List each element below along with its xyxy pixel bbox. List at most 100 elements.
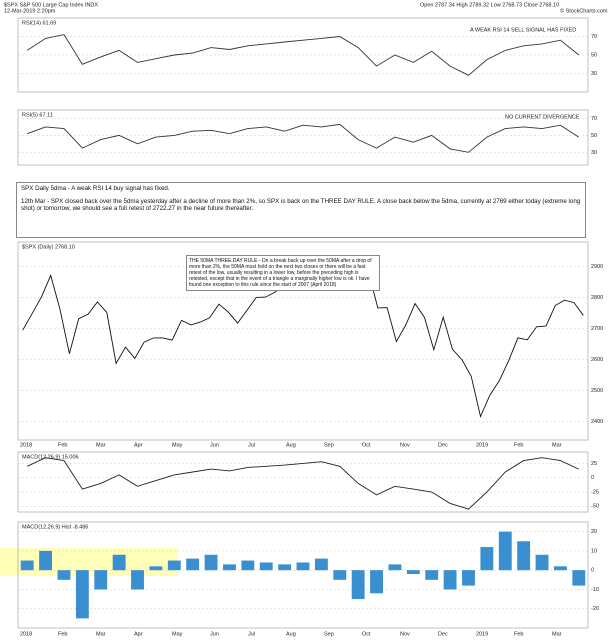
y-tick-label: 2900 xyxy=(591,264,603,270)
x-tick-label: 2018 xyxy=(20,631,32,637)
source: © StockCharts.com xyxy=(560,7,608,14)
bar xyxy=(425,570,439,580)
series-line xyxy=(26,34,580,76)
x-tick-label: Dec xyxy=(438,631,448,637)
bar xyxy=(498,531,512,571)
bar xyxy=(443,570,457,590)
y-tick-label: -10 xyxy=(591,587,599,593)
panel-frame xyxy=(17,451,589,513)
x-tick-label: Mar xyxy=(96,631,106,637)
comment-title: SPX Daily 5dma - A weak RSI 14 buy signa… xyxy=(21,185,170,192)
y-tick-label: 0 xyxy=(591,475,594,481)
bar xyxy=(39,550,53,571)
y-tick-label: 70 xyxy=(591,116,597,122)
bar xyxy=(94,570,108,590)
y-tick-label: 20 xyxy=(591,529,597,535)
x-tick-label: Nov xyxy=(400,631,410,637)
x-tick-label: Jul xyxy=(248,631,255,637)
y-tick-label: 30 xyxy=(591,71,597,77)
x-tick-label: Feb xyxy=(514,442,523,448)
panel-label: RSI(14) 61.69 xyxy=(22,20,56,26)
bar xyxy=(517,541,531,571)
bar xyxy=(186,558,200,571)
y-tick-label: 2600 xyxy=(591,357,603,363)
bar xyxy=(57,570,71,580)
panel-frame xyxy=(17,521,589,629)
y-tick-label: 2800 xyxy=(591,295,603,301)
x-tick-label: Feb xyxy=(58,631,67,637)
series-line xyxy=(27,123,580,153)
x-tick-label: May xyxy=(172,631,183,637)
bar xyxy=(314,558,328,571)
x-tick-label: Sep xyxy=(324,442,334,448)
x-tick-label: Jun xyxy=(210,442,219,448)
y-tick-label: 50 xyxy=(591,52,597,58)
rule-box: THE 50MA THREE DAY RULE - On a break bac… xyxy=(186,255,380,291)
annotation: A WEAK RSI 14 SELL SIGNAL HAS FIXED xyxy=(470,27,576,33)
bar xyxy=(167,560,181,571)
bar xyxy=(370,570,383,594)
bar xyxy=(480,547,494,571)
x-tick-label: May xyxy=(172,442,183,448)
x-tick-label: Mar xyxy=(96,442,106,448)
panel-frame xyxy=(17,109,589,166)
x-tick-label: Mar xyxy=(552,631,562,637)
x-tick-label: Feb xyxy=(58,442,67,448)
bar xyxy=(333,570,347,580)
x-tick-label: Sep xyxy=(324,631,334,637)
symbol: $SPX S&P 500 Large Cap Index INDX xyxy=(4,2,98,8)
y-tick-label: 2700 xyxy=(591,326,603,332)
x-tick-label: Oct xyxy=(362,442,371,448)
bar xyxy=(278,564,292,571)
annotation: NO CURRENT DIVERGENCE xyxy=(505,114,580,120)
comment-body: 12th Mar - SPX closed back over the 5dma… xyxy=(21,197,581,213)
bar xyxy=(241,560,255,571)
x-tick-label: 2019 xyxy=(476,631,488,637)
y-tick-label: 25 xyxy=(591,461,597,467)
bar xyxy=(204,554,218,571)
y-tick-label: -50 xyxy=(591,504,599,510)
bar xyxy=(462,570,475,586)
bar xyxy=(553,566,567,571)
panel-frame xyxy=(17,241,589,441)
bar xyxy=(259,562,273,571)
bar xyxy=(406,570,420,575)
panel-label: MACD(12,26,9) Hist -8.486 xyxy=(22,524,88,530)
x-tick-label: Oct xyxy=(362,631,371,637)
y-tick-label: 0 xyxy=(591,568,594,574)
quote: Open 2787.34 High 2789.32 Low 2768.73 Cl… xyxy=(420,2,559,8)
x-tick-label: Apr xyxy=(134,442,143,448)
bar xyxy=(351,570,365,600)
bar xyxy=(149,566,163,571)
x-tick-label: 2018 xyxy=(20,442,32,448)
panel-label: RSI(5) 67.11 xyxy=(22,112,53,118)
bar xyxy=(535,554,549,571)
date: 12-Mar-2019 2:20pm xyxy=(4,8,56,14)
x-tick-label: Aug xyxy=(286,442,296,448)
series-line xyxy=(27,457,579,510)
bar xyxy=(112,554,126,571)
bar xyxy=(131,570,144,590)
y-tick-label: 70 xyxy=(591,34,597,40)
y-tick-label: 10 xyxy=(591,548,597,554)
bar xyxy=(223,564,236,571)
y-tick-label: 2400 xyxy=(591,419,603,425)
bar xyxy=(572,570,586,586)
x-tick-label: Nov xyxy=(400,442,410,448)
x-tick-label: 2019 xyxy=(476,442,488,448)
x-tick-label: Feb xyxy=(514,631,523,637)
y-tick-label: 30 xyxy=(591,150,597,156)
y-tick-label: -25 xyxy=(591,489,599,495)
x-tick-label: Jul xyxy=(248,442,255,448)
x-tick-label: Jun xyxy=(210,631,219,637)
bar xyxy=(296,562,310,571)
y-tick-label: 2500 xyxy=(591,388,603,394)
x-tick-label: Dec xyxy=(438,442,448,448)
bar xyxy=(388,564,402,571)
bar xyxy=(75,570,89,619)
x-tick-label: Aug xyxy=(286,631,296,637)
comment-box: SPX Daily 5dma - A weak RSI 14 buy signa… xyxy=(16,182,586,238)
panel-label: $SPX (Daily) 2768.10 xyxy=(22,244,75,250)
